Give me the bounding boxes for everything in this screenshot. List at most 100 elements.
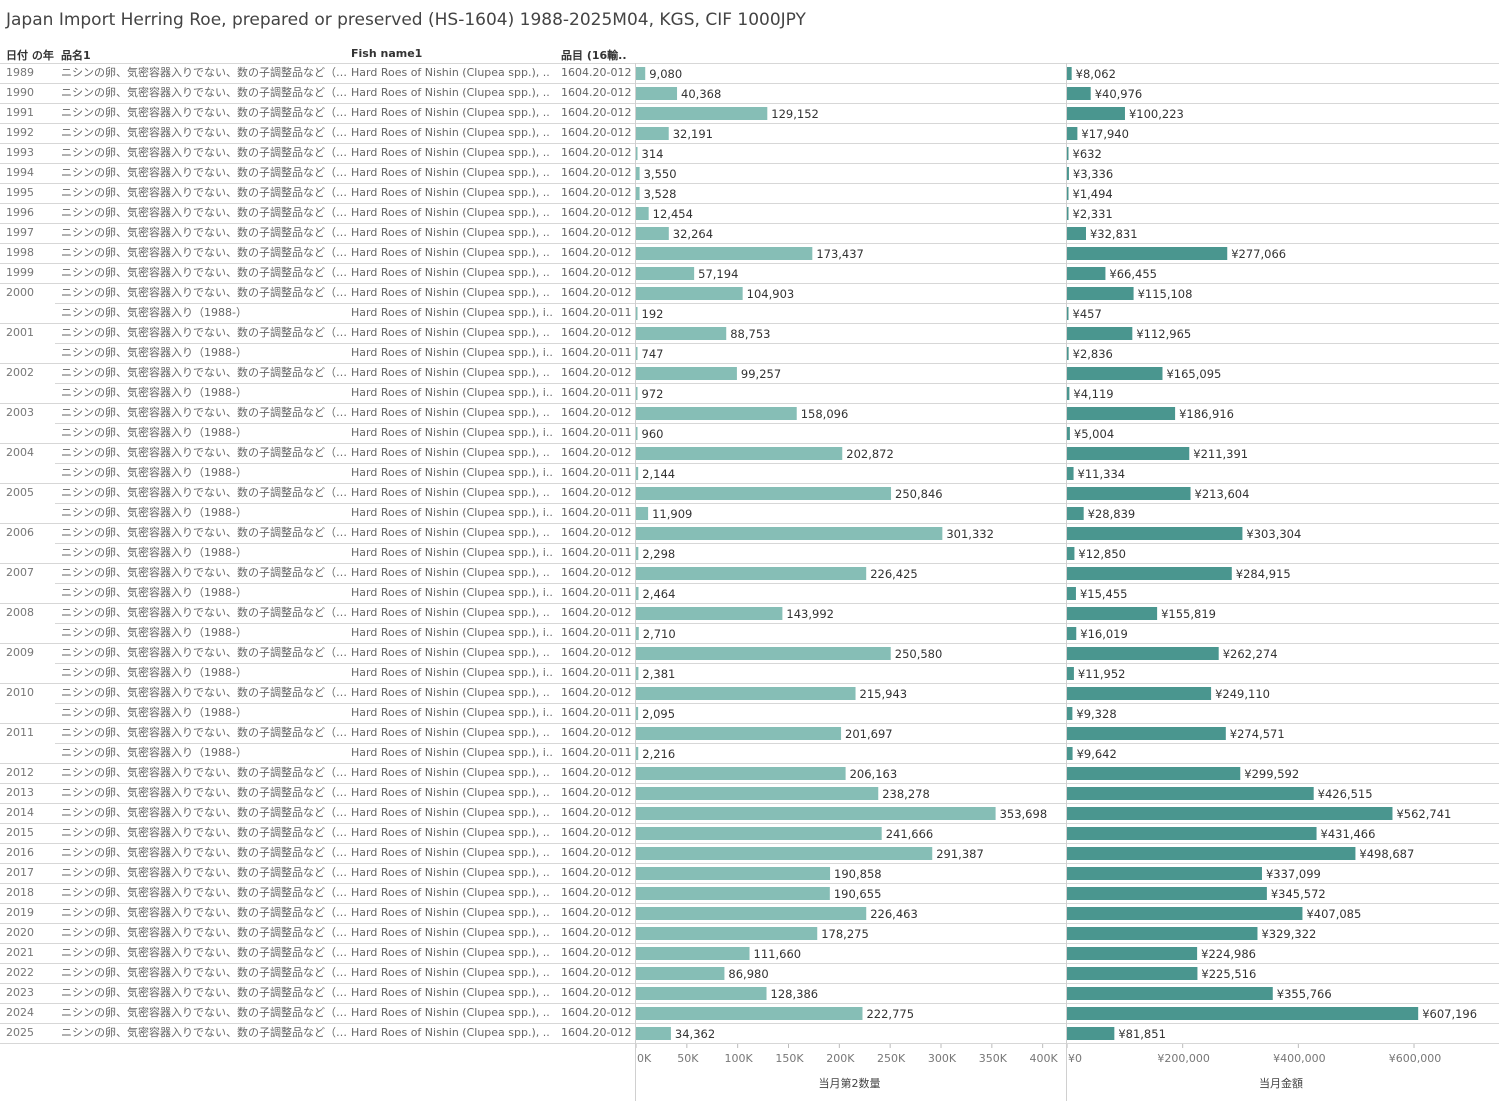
qty-bar [636, 447, 843, 460]
value-bar [1067, 1007, 1419, 1020]
value-bar [1067, 987, 1273, 1000]
panel-divider [1066, 63, 1067, 1101]
value-bar [1067, 507, 1084, 520]
value-data-label: ¥15,455 [1080, 587, 1128, 601]
header-name[interactable]: 品名1 [61, 49, 91, 62]
value-bar [1067, 1027, 1115, 1040]
qty-bar [636, 327, 727, 340]
row-divider [0, 123, 1499, 124]
row-divider [0, 103, 1499, 104]
row-divider [0, 243, 1499, 244]
qty-bar [636, 527, 943, 540]
row-divider [55, 503, 1499, 504]
value-data-label: ¥426,515 [1318, 787, 1373, 801]
value-data-label: ¥284,915 [1236, 567, 1291, 581]
row-divider [0, 783, 1499, 784]
value-bar [1067, 587, 1076, 600]
value-bar [1067, 187, 1069, 200]
panel-divider [635, 63, 636, 1101]
qty-bar [636, 667, 639, 680]
value-bar [1067, 107, 1125, 120]
qty-data-label: 104,903 [747, 287, 795, 301]
qty-data-label: 960 [642, 427, 664, 441]
value-bar [1067, 727, 1226, 740]
value-bar [1067, 447, 1190, 460]
qty-data-label: 2,144 [642, 467, 675, 481]
value-data-label: ¥262,274 [1223, 647, 1278, 661]
value-bar [1067, 147, 1069, 160]
value-data-label: ¥28,839 [1088, 507, 1136, 521]
value-data-label: ¥407,085 [1306, 907, 1361, 921]
value-data-label: ¥5,004 [1074, 427, 1114, 441]
row-divider [0, 863, 1499, 864]
qty-tick-label: 250K [877, 1052, 906, 1065]
value-bar [1067, 287, 1134, 300]
value-bar [1067, 547, 1075, 560]
value-data-label: ¥66,455 [1109, 267, 1157, 281]
row-divider [55, 303, 1499, 304]
qty-data-label: 291,387 [936, 847, 984, 861]
qty-bar [636, 707, 639, 720]
value-bar [1067, 627, 1077, 640]
value-data-label: ¥2,331 [1073, 207, 1113, 221]
qty-data-label: 40,368 [681, 87, 721, 101]
row-divider [55, 463, 1499, 464]
header-year[interactable]: 日付 の年 [6, 49, 54, 62]
row-divider [55, 663, 1499, 664]
qty-bar [636, 1027, 671, 1040]
value-tick-label: ¥400,000 [1273, 1052, 1326, 1065]
row-divider [0, 143, 1499, 144]
value-data-label: ¥16,019 [1080, 627, 1128, 641]
qty-bar [636, 67, 646, 80]
qty-data-label: 173,437 [816, 247, 864, 261]
qty-bar [636, 507, 649, 520]
qty-data-label: 241,666 [886, 827, 934, 841]
qty-data-label: 238,278 [882, 787, 930, 801]
qty-bar [636, 907, 867, 920]
qty-bar [636, 827, 882, 840]
row-divider [0, 443, 1499, 444]
qty-data-label: 34,362 [675, 1027, 715, 1041]
header-fish[interactable]: Fish name1 [351, 47, 423, 60]
value-data-label: ¥303,304 [1246, 527, 1301, 541]
row-divider [0, 223, 1499, 224]
qty-data-label: 111,660 [754, 947, 802, 961]
qty-bar [636, 107, 768, 120]
value-data-label: ¥224,986 [1201, 947, 1256, 961]
value-tick-label: ¥0 [1068, 1052, 1082, 1065]
value-data-label: ¥249,110 [1215, 687, 1270, 701]
row-divider [0, 63, 1499, 64]
qty-data-label: 226,425 [870, 567, 918, 581]
row-divider [55, 743, 1499, 744]
value-data-label: ¥607,196 [1422, 1007, 1477, 1021]
qty-bar [636, 547, 639, 560]
qty-data-label: 178,275 [821, 927, 869, 941]
row-divider [0, 763, 1499, 764]
qty-tick-label: 350K [979, 1052, 1008, 1065]
value-data-label: ¥17,940 [1081, 127, 1129, 141]
qty-data-label: 2,216 [642, 747, 675, 761]
row-divider [0, 923, 1499, 924]
row-divider [0, 723, 1499, 724]
qty-bar [636, 227, 669, 240]
qty-data-label: 2,095 [642, 707, 675, 721]
header-code[interactable]: 品目 (16輸.. [561, 49, 627, 62]
qty-data-label: 2,710 [643, 627, 676, 641]
qty-bar [636, 807, 996, 820]
qty-data-label: 11,909 [652, 507, 692, 521]
qty-data-label: 3,550 [644, 167, 677, 181]
value-data-label: ¥299,592 [1244, 767, 1299, 781]
qty-bar [636, 767, 846, 780]
qty-data-label: 202,872 [846, 447, 894, 461]
qty-data-label: 32,191 [673, 127, 713, 141]
value-bar [1067, 827, 1317, 840]
value-data-label: ¥562,741 [1396, 807, 1451, 821]
qty-tick-label: 300K [928, 1052, 957, 1065]
qty-data-label: 2,298 [642, 547, 675, 561]
qty-axis-title: 当月第2数量 [819, 1076, 881, 1090]
qty-tick-label: 0K [637, 1052, 652, 1065]
row-divider [0, 603, 1499, 604]
row-divider [0, 203, 1499, 204]
value-bar [1067, 167, 1069, 180]
value-data-label: ¥11,334 [1078, 467, 1126, 481]
